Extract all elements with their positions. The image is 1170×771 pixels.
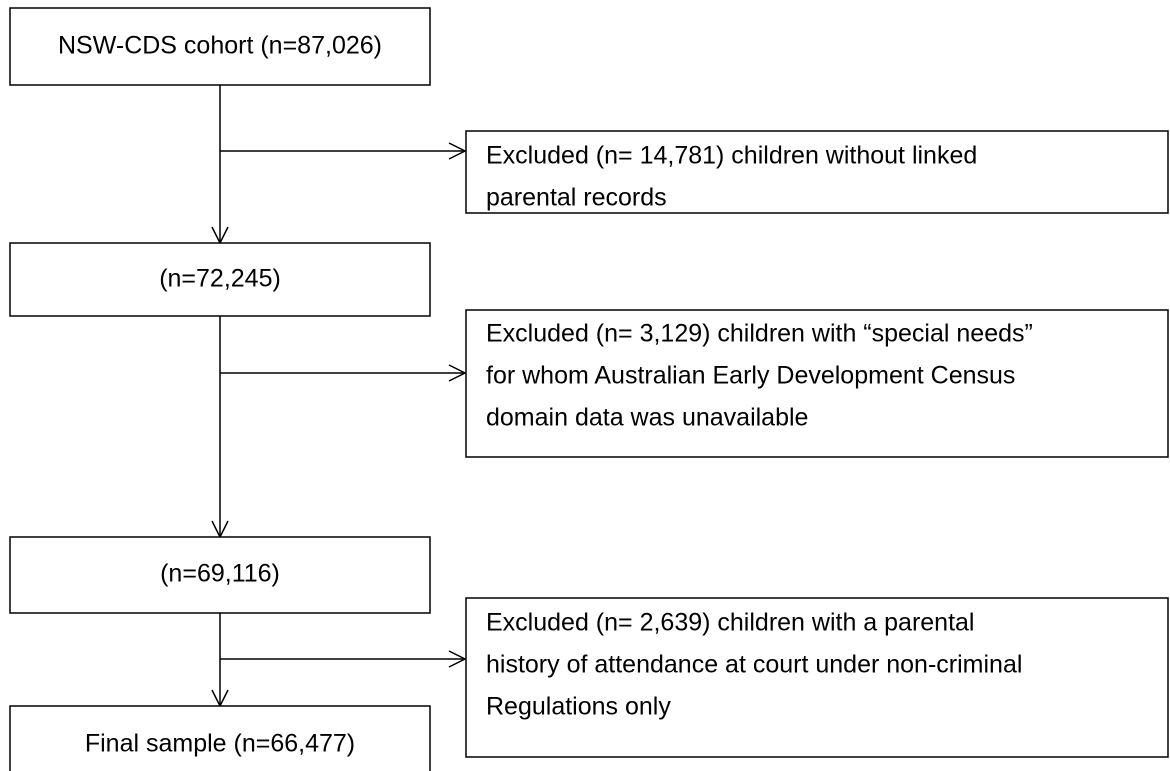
exclusion-text: parental records	[486, 184, 667, 212]
exclusion-text: domain data was unavailable	[486, 404, 808, 432]
node-label: (n=69,116)	[160, 560, 280, 588]
node-box	[9, 242, 431, 317]
exclusion-text: Excluded (n= 3,129) children with “speci…	[486, 320, 1033, 348]
arrow-head	[448, 650, 467, 668]
exclusion-text: history of attendance at court under non…	[486, 651, 1022, 679]
arrow-head	[448, 142, 467, 160]
node-label: (n=72,245)	[159, 265, 281, 293]
node-label: NSW-CDS cohort (n=87,026)	[58, 32, 382, 60]
node-box	[9, 7, 431, 86]
node-box	[9, 536, 431, 614]
exclusion-box	[465, 597, 1169, 758]
exclusion-text: Excluded (n= 2,639) children with a pare…	[486, 609, 975, 637]
node-label: Final sample (n=66,477)	[85, 730, 355, 758]
exclusion-text: Regulations only	[486, 693, 671, 721]
exclusion-box	[465, 309, 1169, 458]
arrow-head	[448, 364, 467, 382]
exclusion-text: for whom Australian Early Development Ce…	[486, 362, 1015, 390]
exclusion-box	[465, 130, 1169, 214]
exclusion-text: Excluded (n= 14,781) children without li…	[486, 142, 977, 170]
node-box	[9, 705, 431, 771]
